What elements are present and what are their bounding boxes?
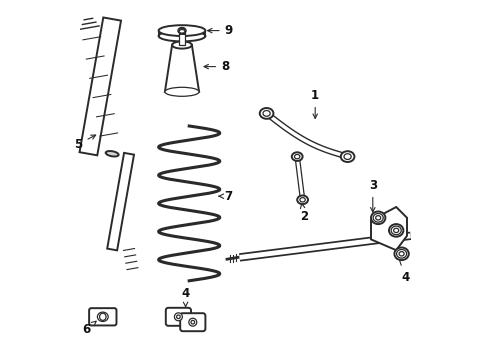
Ellipse shape	[174, 313, 182, 321]
Text: 5: 5	[74, 135, 96, 150]
Ellipse shape	[178, 27, 186, 34]
Ellipse shape	[106, 151, 119, 157]
Text: 4: 4	[181, 287, 190, 307]
FancyBboxPatch shape	[89, 308, 117, 325]
Ellipse shape	[176, 315, 180, 319]
Ellipse shape	[394, 248, 409, 260]
Ellipse shape	[159, 31, 205, 41]
Ellipse shape	[396, 249, 407, 258]
FancyBboxPatch shape	[166, 308, 191, 326]
Text: 8: 8	[204, 60, 229, 73]
Ellipse shape	[263, 111, 270, 116]
Ellipse shape	[376, 216, 381, 220]
Ellipse shape	[159, 25, 205, 36]
Text: 4: 4	[397, 254, 409, 284]
Ellipse shape	[371, 211, 386, 224]
Ellipse shape	[165, 87, 199, 96]
FancyBboxPatch shape	[180, 313, 205, 331]
Ellipse shape	[389, 224, 403, 237]
Polygon shape	[107, 153, 134, 250]
Text: 9: 9	[208, 24, 233, 37]
Ellipse shape	[344, 154, 351, 159]
Ellipse shape	[399, 252, 404, 256]
Ellipse shape	[341, 151, 354, 162]
Text: 3: 3	[369, 179, 377, 212]
Ellipse shape	[189, 318, 197, 326]
Polygon shape	[371, 207, 407, 250]
Ellipse shape	[172, 41, 192, 49]
Ellipse shape	[393, 228, 399, 233]
Text: 1: 1	[311, 89, 319, 118]
Text: 2: 2	[300, 203, 309, 222]
Ellipse shape	[297, 195, 308, 204]
Text: 6: 6	[82, 321, 96, 336]
Ellipse shape	[191, 320, 195, 324]
Ellipse shape	[391, 226, 401, 235]
Ellipse shape	[99, 313, 106, 320]
Polygon shape	[179, 31, 185, 45]
Polygon shape	[79, 18, 121, 155]
Ellipse shape	[292, 152, 303, 161]
Ellipse shape	[300, 198, 305, 202]
Ellipse shape	[179, 30, 185, 33]
Ellipse shape	[294, 154, 300, 159]
Text: 7: 7	[219, 190, 233, 203]
Ellipse shape	[260, 108, 273, 119]
Polygon shape	[165, 45, 199, 92]
Ellipse shape	[373, 213, 383, 222]
